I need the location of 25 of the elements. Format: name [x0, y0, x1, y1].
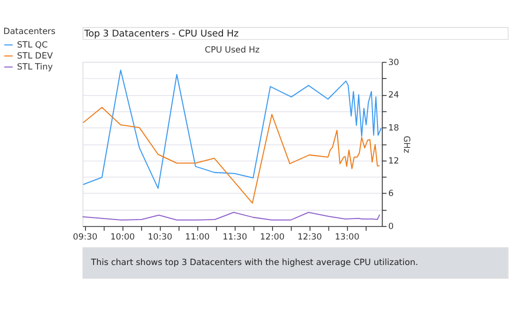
text: This chart shows top 3 Datacenters with the highest average CPU utilization.	[90, 258, 418, 268]
y-axis-title: GHz	[401, 136, 412, 154]
y-tick-label: 18	[388, 124, 400, 134]
x-tick-label: 12:30	[297, 232, 322, 242]
legend-label: STL DEV	[17, 52, 53, 62]
legend-label: STL Tiny	[17, 62, 53, 73]
line-series	[82, 70, 382, 189]
x-tick-label: 09:30	[72, 232, 98, 242]
y-tick-label: 0	[388, 222, 394, 232]
line-series	[82, 212, 380, 221]
x-tick-label: 13:00	[334, 232, 360, 242]
legend-label: STL QC	[17, 40, 48, 50]
chart-subtitle: CPU Used Hz	[204, 46, 260, 56]
y-tick-label: 12	[388, 156, 400, 166]
x-tick-label: 11:00	[185, 232, 210, 242]
y-tick-label: 30	[388, 58, 400, 68]
y-tick-label: 6	[388, 189, 394, 200]
chart-title: Top 3 Datacenters - CPU Used Hz	[83, 28, 239, 40]
x-tick-label: 12:00	[260, 232, 285, 242]
y-tick-label: 24	[388, 90, 400, 101]
legend-title: Datacenters	[3, 26, 56, 37]
x-tick-label: 10:30	[148, 232, 172, 242]
x-tick-label: 10:00	[110, 232, 135, 242]
x-tick-label: 11:30	[222, 232, 248, 242]
line-series	[82, 106, 380, 204]
